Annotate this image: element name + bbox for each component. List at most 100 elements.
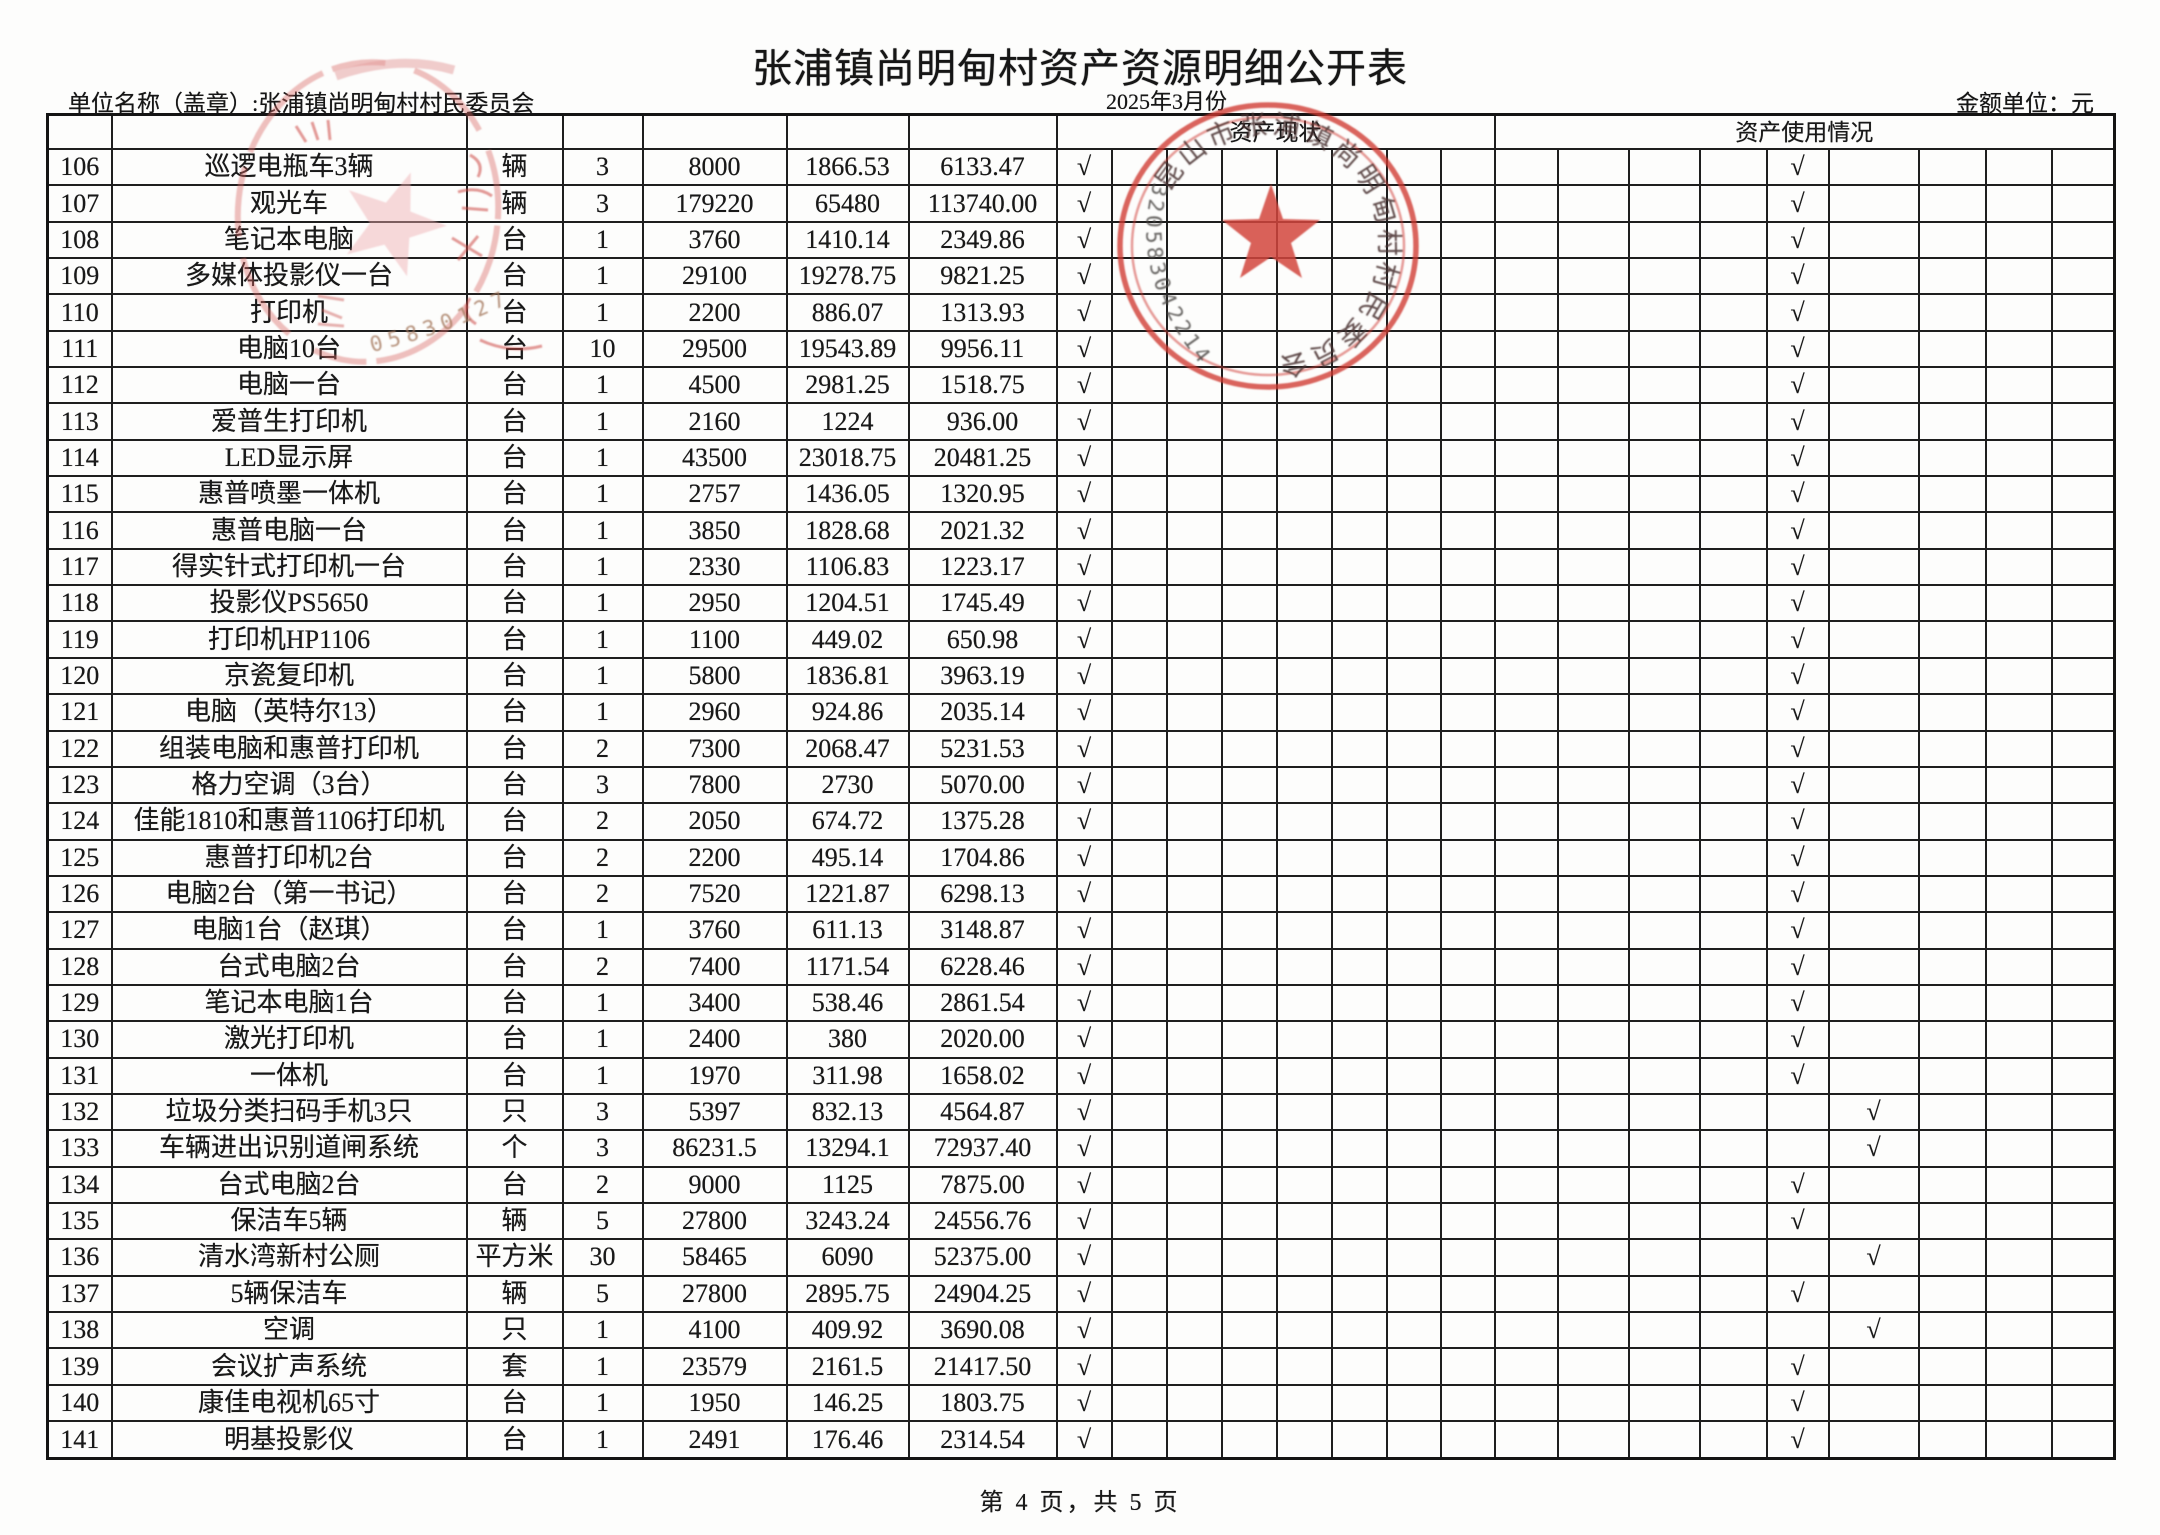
usage-sub-cell	[1627, 475, 1701, 514]
status-check-cell: √	[1055, 1420, 1113, 1460]
asset-name-cell: 观光车	[110, 184, 468, 223]
status-sub-cell	[1385, 1383, 1442, 1423]
usage-sub-cell	[1698, 293, 1768, 332]
usage-sub-cell	[1917, 1092, 1987, 1132]
quantity-cell: 2	[561, 947, 644, 986]
usage-check-cell: √	[1765, 693, 1830, 732]
status-sub-cell	[1110, 1274, 1168, 1314]
usage-sub-cell	[1556, 656, 1630, 696]
status-sub-cell	[1385, 838, 1442, 877]
usage-check-cell: √	[1765, 402, 1830, 441]
usage-sub-cell	[1493, 911, 1559, 950]
unit-cell: 台	[465, 1383, 564, 1423]
original-value-cell: 2330	[641, 547, 788, 587]
unit-cell: 台	[465, 402, 564, 441]
net-value-cell: 24556.76	[907, 1201, 1058, 1241]
quantity-cell: 1	[561, 1383, 644, 1423]
usage-sub-cell	[1698, 838, 1768, 877]
status-check-cell: √	[1055, 947, 1113, 986]
usage-sub-cell	[1556, 1201, 1630, 1241]
usage-sub-cell	[2050, 1238, 2116, 1277]
usage-sub-cell	[1984, 438, 2053, 478]
status-sub-cell	[1165, 1165, 1223, 1204]
usage-group-header: 资产使用情况	[1493, 113, 2116, 150]
usage-sub-cell	[1984, 1201, 2053, 1241]
row-number-cell: 106	[46, 147, 113, 187]
status-sub-cell	[1110, 475, 1168, 514]
usage-sub-cell	[1984, 765, 2053, 805]
net-value-cell: 24904.25	[907, 1274, 1058, 1314]
usage-sub-cell	[1493, 547, 1559, 587]
depreciation-cell: 1410.14	[785, 220, 910, 260]
usage-sub-cell	[1827, 911, 1920, 950]
asset-row: 115 惠普喷墨一体机台 1 2757 1436.05 1320.95 √ √	[46, 475, 2116, 514]
status-sub-cell	[1330, 1383, 1388, 1423]
quantity-cell: 1	[561, 693, 644, 732]
status-sub-cell	[1385, 438, 1442, 478]
depreciation-cell: 538.46	[785, 983, 910, 1023]
status-sub-cell	[1385, 1092, 1442, 1132]
usage-sub-cell	[1917, 1165, 1987, 1204]
status-sub-cell	[1385, 729, 1442, 768]
status-sub-cell	[1275, 1092, 1333, 1132]
usage-sub-cell	[1827, 1420, 1920, 1460]
status-sub-cell	[1165, 1347, 1223, 1386]
usage-sub-cell	[1827, 1020, 1920, 1059]
usage-sub-cell	[1493, 1238, 1559, 1277]
usage-sub-cell	[1984, 1129, 2053, 1168]
status-sub-cell	[1385, 584, 1442, 623]
usage-sub-cell	[1627, 874, 1701, 914]
usage-sub-cell	[1556, 911, 1630, 950]
quantity-cell: 1	[561, 511, 644, 550]
usage-sub-cell	[2050, 620, 2116, 659]
unit-cell: 台	[465, 874, 564, 914]
status-sub-cell	[1110, 293, 1168, 332]
status-sub-cell	[1275, 947, 1333, 986]
usage-sub-cell	[1917, 947, 1987, 986]
depreciation-cell: 2981.25	[785, 366, 910, 405]
net-value-cell: 936.00	[907, 402, 1058, 441]
status-check-cell: √	[1055, 656, 1113, 696]
status-sub-cell	[1439, 402, 1496, 441]
status-sub-cell	[1330, 1129, 1388, 1168]
usage-sub-cell	[1827, 184, 1920, 223]
quantity-cell: 3	[561, 147, 644, 187]
status-sub-cell	[1165, 1274, 1223, 1314]
quantity-cell: 1	[561, 438, 644, 478]
usage-sub-cell	[2050, 1020, 2116, 1059]
unit-cell: 台	[465, 257, 564, 296]
status-sub-cell	[1439, 620, 1496, 659]
status-sub-cell	[1110, 874, 1168, 914]
status-sub-cell	[1385, 802, 1442, 841]
quantity-cell: 5	[561, 1201, 644, 1241]
usage-sub-cell	[1827, 1274, 1920, 1314]
usage-sub-cell	[1698, 584, 1768, 623]
usage-sub-cell	[1627, 1238, 1701, 1277]
unit-cell: 台	[465, 693, 564, 732]
status-sub-cell	[1165, 547, 1223, 587]
usage-sub-cell	[2050, 366, 2116, 405]
usage-sub-cell	[2050, 765, 2116, 805]
status-sub-cell	[1110, 947, 1168, 986]
status-check-cell: √	[1055, 438, 1113, 478]
asset-name-cell: 爱普生打印机	[110, 402, 468, 441]
status-sub-cell	[1439, 329, 1496, 369]
usage-sub-cell	[1917, 220, 1987, 260]
usage-sub-cell	[1627, 1129, 1701, 1168]
asset-name-cell: 5辆保洁车	[110, 1274, 468, 1314]
usage-sub-cell	[1984, 656, 2053, 696]
status-sub-cell	[1165, 838, 1223, 877]
status-sub-cell	[1439, 983, 1496, 1023]
status-sub-cell	[1165, 911, 1223, 950]
usage-sub-cell	[1556, 1092, 1630, 1132]
usage-sub-cell	[1827, 1165, 1920, 1204]
status-sub-cell	[1220, 1165, 1278, 1204]
quantity-cell: 3	[561, 765, 644, 805]
status-check-cell: √	[1055, 911, 1113, 950]
usage-check-cell: √	[1765, 838, 1830, 877]
usage-sub-cell	[1984, 147, 2053, 187]
usage-sub-cell	[1765, 1238, 1830, 1277]
net-value-cell: 2035.14	[907, 693, 1058, 732]
usage-sub-cell	[1493, 438, 1559, 478]
